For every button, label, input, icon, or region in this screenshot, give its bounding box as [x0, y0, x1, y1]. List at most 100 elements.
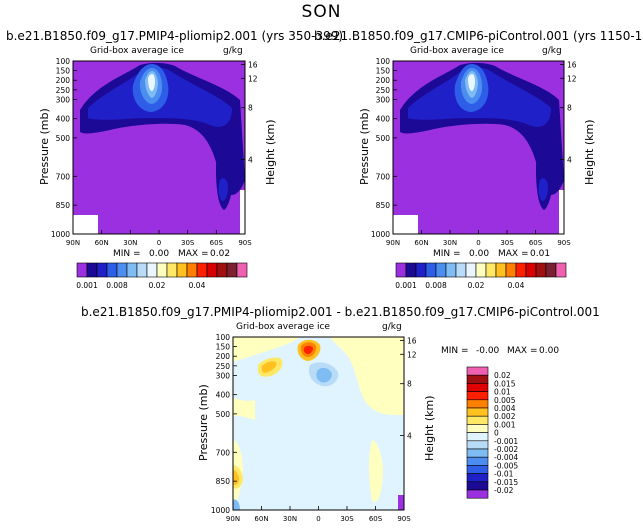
p3-colorbar-label: 0.002: [494, 412, 516, 421]
p2-colorbar-box: [555, 262, 567, 278]
p1-xtick-label: 90S: [238, 239, 252, 247]
p3-htick-label: 8: [407, 380, 412, 389]
panel1-max-value: 0.02: [210, 249, 231, 259]
panel2-max-value: 0.01: [530, 249, 551, 259]
p2-xtick-label: 90N: [386, 239, 400, 247]
p3-xtick-label: 90S: [397, 515, 411, 523]
p2-colorbar-label: 0.001: [395, 281, 417, 290]
p1-xtick-label: 30S: [181, 239, 195, 247]
panel2-units: g/kg: [542, 46, 562, 56]
p3-colorbar-label: -0.005: [494, 461, 518, 470]
p2-ytick-label: 850: [376, 201, 391, 210]
p2-xtick-label: 60N: [414, 239, 428, 247]
panel2-contours: [393, 61, 564, 234]
panel2-title: b.e21.B1850.f09_g17.CMIP6-piControl.001 …: [314, 29, 643, 43]
p1-xtick-label: 0: [157, 239, 161, 247]
p1-colorbar-box: [206, 262, 218, 278]
p2-htick-label: 16: [567, 60, 577, 69]
p2-colorbar-box: [415, 262, 427, 278]
panel2-ylabel: Pressure (mb): [358, 108, 371, 185]
p1-htick-label: 12: [248, 74, 258, 83]
p2-ytick-label: 100: [376, 57, 391, 66]
p2-ytick-label: 250: [376, 86, 391, 95]
panel1-min-value: 0.00: [149, 249, 170, 259]
p1-colorbar-box: [126, 262, 138, 278]
p1-xtick-label: 90N: [66, 239, 80, 247]
panel3-title: b.e21.B1850.f09_g17.PMIP4-pliomip2.001 -…: [81, 305, 600, 319]
p2-colorbar-box: [395, 262, 407, 278]
p3-colorbar-box: [466, 366, 489, 376]
p1-ytick-label: 400: [56, 115, 71, 124]
p3-xtick-label: 30N: [283, 515, 297, 523]
p3-ytick-label: 300: [216, 371, 231, 380]
panel3-ylabel: Pressure (mb): [197, 384, 210, 461]
p1-colorbar-box: [156, 262, 168, 278]
panel2-ylabel-right: Height (km): [583, 119, 596, 185]
p3-colorbar-label: 0.005: [494, 396, 516, 405]
p3-colorbar-label: -0.015: [494, 478, 518, 487]
panel1-contours: [73, 61, 245, 234]
p2-htick-label: 8: [567, 104, 572, 113]
p1-colorbar-box: [226, 262, 238, 278]
p1-xtick-label: 60S: [210, 239, 224, 247]
p2-colorbar-box: [425, 262, 437, 278]
p3-ytick-label: 850: [216, 477, 231, 486]
p2-colorbar-box: [405, 262, 417, 278]
season-title: SON: [301, 2, 342, 22]
panel1-units: g/kg: [223, 46, 243, 56]
p3-colorbar-box: [466, 407, 489, 417]
panel2-max-label: MAX =: [498, 249, 529, 259]
p3-htick-label: 12: [407, 350, 417, 359]
p3-colorbar-box: [466, 440, 489, 450]
p1-ytick-label: 700: [56, 172, 71, 181]
panel1-subtitle: Grid-box average ice: [90, 46, 184, 56]
p1-ytick-label: 100: [56, 57, 71, 66]
p2-htick-label: 12: [567, 74, 577, 83]
p1-ytick-label: 850: [56, 201, 71, 210]
p3-colorbar-box: [466, 415, 489, 425]
p2-ytick-label: 400: [376, 115, 391, 124]
p1-colorbar-box: [196, 262, 208, 278]
p3-htick-label: 16: [407, 336, 417, 345]
p2-colorbar-box: [475, 262, 487, 278]
p2-colorbar-box: [495, 262, 507, 278]
p3-colorbar-label: 0.01: [494, 388, 511, 397]
p1-colorbar-label: 0.04: [189, 281, 206, 290]
p2-colorbar-label: 0.04: [508, 281, 525, 290]
p2-colorbar-box: [525, 262, 537, 278]
p3-ytick-label: 150: [216, 343, 231, 352]
panel3-max-label: MAX =: [507, 346, 538, 356]
p2-colorbar-box: [515, 262, 527, 278]
p1-colorbar-label: 0.001: [76, 281, 98, 290]
p3-colorbar-box: [466, 424, 489, 433]
p1-colorbar-box: [176, 262, 188, 278]
p3-xtick-label: 90N: [226, 515, 240, 523]
p3-colorbar-box: [466, 374, 489, 384]
p1-xtick-label: 60N: [95, 239, 109, 247]
p1-colorbar-label: 0.008: [106, 281, 128, 290]
p3-colorbar-label: 0.001: [494, 420, 516, 429]
p2-colorbar-box: [465, 262, 477, 278]
p2-colorbar-box: [535, 262, 547, 278]
p2-ytick-label: 500: [376, 134, 391, 143]
panel1-min-label: MIN =: [113, 249, 141, 259]
p3-colorbar-box: [466, 481, 489, 491]
p2-ytick-label: 1000: [371, 230, 390, 239]
panel2-subtitle: Grid-box average ice: [410, 46, 504, 56]
p1-colorbar-box: [96, 262, 108, 278]
p3-colorbar-box: [466, 465, 489, 474]
p1-colorbar-box: [186, 262, 198, 278]
p2-ytick-label: 300: [376, 95, 391, 104]
p1-colorbar-box: [166, 262, 178, 278]
p2-colorbar-box: [545, 262, 557, 278]
panel3-min-label: MIN =: [441, 346, 469, 356]
p2-ytick-label: 700: [376, 172, 391, 181]
p1-colorbar-box: [236, 262, 248, 278]
panel3-max-value: 0.00: [539, 346, 560, 356]
p2-colorbar-box: [505, 262, 517, 278]
p1-ytick-label: 500: [56, 134, 71, 143]
p3-colorbar-label: 0.02: [494, 371, 511, 380]
p3-xtick-label: 60S: [369, 515, 383, 523]
p1-ytick-label: 200: [56, 76, 71, 85]
